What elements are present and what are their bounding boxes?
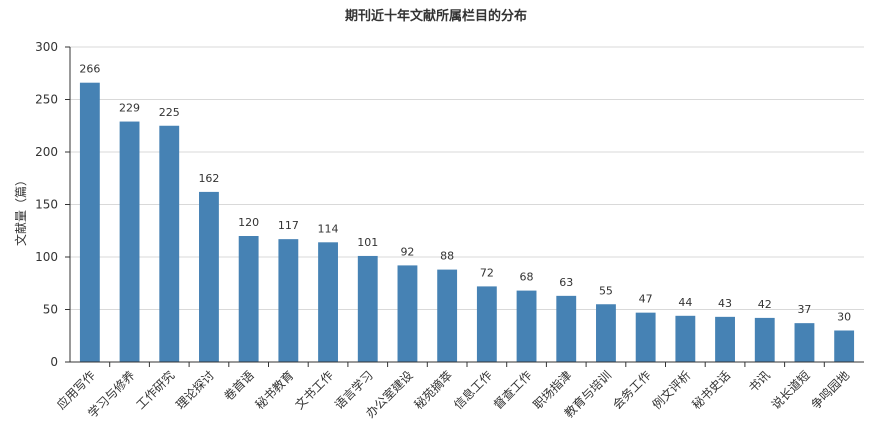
data-label: 55: [599, 284, 613, 297]
data-label: 47: [639, 293, 653, 306]
bar: [159, 125, 180, 362]
data-label: 229: [119, 102, 140, 115]
y-tick-label: 0: [50, 355, 58, 369]
bars: [79, 82, 855, 362]
y-tick-label: 200: [35, 145, 58, 159]
data-label: 101: [357, 236, 378, 249]
x-tick-label: 会务工作: [609, 368, 654, 413]
bar: [79, 82, 100, 362]
y-tick-label: 100: [35, 250, 58, 264]
y-axis-label: 文献量（篇）: [13, 174, 28, 246]
bar: [715, 316, 735, 362]
data-label: 44: [678, 296, 692, 309]
y-tick-label: 150: [35, 198, 58, 212]
x-tick-label: 秘苑摘萃: [411, 368, 456, 413]
y-axis-ticks: 0 50 100 150 200 250 300: [35, 40, 70, 369]
x-tick-label: 文书工作: [292, 368, 337, 413]
bar: [397, 265, 418, 362]
bar: [437, 269, 458, 362]
bar: [556, 295, 577, 362]
bar: [754, 317, 775, 362]
y-tick-label: 250: [35, 93, 58, 107]
x-tick-label: 理论探讨: [173, 368, 217, 412]
data-label: 42: [758, 298, 772, 311]
bar: [318, 242, 338, 362]
data-label: 225: [159, 106, 180, 119]
bar: [119, 121, 140, 362]
bar: [199, 191, 219, 362]
bar: [476, 286, 497, 362]
bar: [635, 312, 656, 362]
x-tick-label: 书讯: [746, 368, 773, 395]
y-tick-label: 50: [43, 303, 58, 317]
bar: [278, 239, 299, 362]
data-label: 68: [520, 271, 534, 284]
data-label: 43: [718, 297, 732, 310]
x-tick-label: 卷首语: [221, 368, 257, 404]
bar: [516, 290, 537, 362]
x-tick-label: 秘书史话: [689, 368, 733, 412]
x-tick-label: 信息工作: [450, 368, 495, 413]
data-label: 120: [238, 216, 259, 229]
data-label: 92: [400, 245, 414, 258]
bar: [794, 323, 815, 362]
x-tick-label: 说长道短: [768, 368, 813, 413]
x-tick-label: 争鸣园地: [808, 368, 853, 413]
data-label: 30: [837, 311, 851, 324]
x-tick-label: 工作研究: [133, 368, 178, 413]
x-tick-label: 秘书教育: [252, 368, 297, 413]
data-label: 63: [559, 276, 573, 289]
data-label: 72: [480, 266, 494, 279]
data-label: 266: [79, 63, 100, 76]
x-tick-label: 例文评析: [649, 368, 694, 413]
gridlines: [70, 46, 864, 310]
x-tick-label: 督查工作: [490, 368, 535, 413]
chart-title: 期刊近十年文献所属栏目的分布: [345, 8, 527, 24]
bar: [596, 304, 616, 362]
data-label: 114: [318, 222, 339, 235]
y-tick-label: 300: [35, 40, 58, 54]
data-label: 88: [440, 250, 454, 263]
data-labels: 266 229 225 162 120 117 114 101 92 88 72 68 63 55 47 44…: [79, 63, 851, 324]
data-label: 117: [278, 219, 299, 232]
bar: [238, 236, 259, 362]
bar: [834, 330, 855, 362]
bar: [357, 255, 378, 362]
bar: [675, 315, 696, 362]
data-label: 37: [797, 303, 811, 316]
data-label: 162: [198, 172, 219, 185]
